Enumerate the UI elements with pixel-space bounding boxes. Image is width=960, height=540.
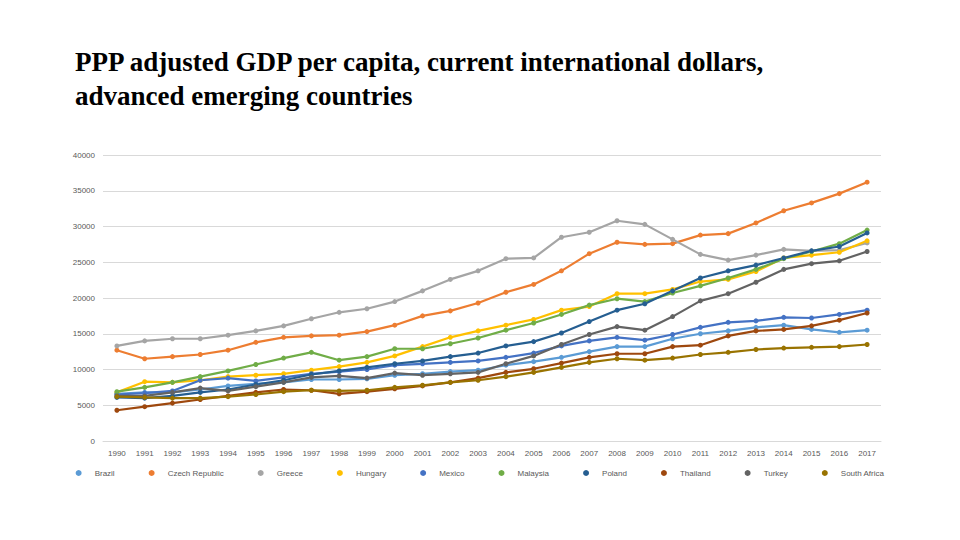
svg-text:Poland: Poland <box>602 469 627 478</box>
svg-text:South Africa: South Africa <box>841 469 885 478</box>
svg-text:Thailand: Thailand <box>680 469 711 478</box>
svg-text:PPP adjusted GDP per capita, c: PPP adjusted GDP per capita, current int… <box>75 47 770 77</box>
svg-text:10000: 10000 <box>73 365 96 374</box>
svg-text:1997: 1997 <box>302 449 320 458</box>
svg-text:2015: 2015 <box>803 449 821 458</box>
svg-text:2012: 2012 <box>719 449 737 458</box>
svg-text:2017: 2017 <box>858 449 876 458</box>
svg-text:2014: 2014 <box>775 449 793 458</box>
svg-text:2011: 2011 <box>692 449 710 458</box>
svg-text:Malaysia: Malaysia <box>517 469 549 478</box>
svg-text:2010: 2010 <box>664 449 682 458</box>
svg-text:2001: 2001 <box>414 449 432 458</box>
svg-text:Czech Republic: Czech Republic <box>168 469 224 478</box>
svg-text:0: 0 <box>91 437 96 446</box>
svg-text:Mexico: Mexico <box>439 469 465 478</box>
svg-text:Greece: Greece <box>277 469 304 478</box>
svg-text:2004: 2004 <box>497 449 515 458</box>
svg-text:1998: 1998 <box>330 449 348 458</box>
svg-text:2008: 2008 <box>608 449 626 458</box>
svg-text:5000: 5000 <box>77 401 95 410</box>
svg-text:1991: 1991 <box>136 449 154 458</box>
svg-text:2000: 2000 <box>386 449 404 458</box>
svg-text:2005: 2005 <box>525 449 543 458</box>
svg-text:1990: 1990 <box>108 449 126 458</box>
svg-text:1996: 1996 <box>275 449 293 458</box>
svg-text:Hungary: Hungary <box>356 469 386 478</box>
svg-text:2006: 2006 <box>553 449 571 458</box>
svg-text:1995: 1995 <box>247 449 265 458</box>
svg-text:1993: 1993 <box>191 449 209 458</box>
svg-text:1999: 1999 <box>358 449 376 458</box>
svg-text:40000: 40000 <box>73 151 96 160</box>
svg-text:1994: 1994 <box>219 449 237 458</box>
svg-text:2009: 2009 <box>636 449 654 458</box>
svg-text:Turkey: Turkey <box>764 469 788 478</box>
svg-text:15000: 15000 <box>73 329 96 338</box>
svg-text:2002: 2002 <box>441 449 459 458</box>
svg-text:2013: 2013 <box>747 449 765 458</box>
svg-text:1992: 1992 <box>164 449 182 458</box>
svg-text:Brazil: Brazil <box>95 469 115 478</box>
svg-text:advanced emerging countries: advanced emerging countries <box>75 81 412 111</box>
svg-text:2007: 2007 <box>580 449 598 458</box>
svg-text:20000: 20000 <box>73 294 96 303</box>
svg-text:2003: 2003 <box>469 449 487 458</box>
svg-text:30000: 30000 <box>73 222 96 231</box>
svg-text:2016: 2016 <box>830 449 848 458</box>
svg-text:25000: 25000 <box>73 258 96 267</box>
svg-text:35000: 35000 <box>73 186 96 195</box>
